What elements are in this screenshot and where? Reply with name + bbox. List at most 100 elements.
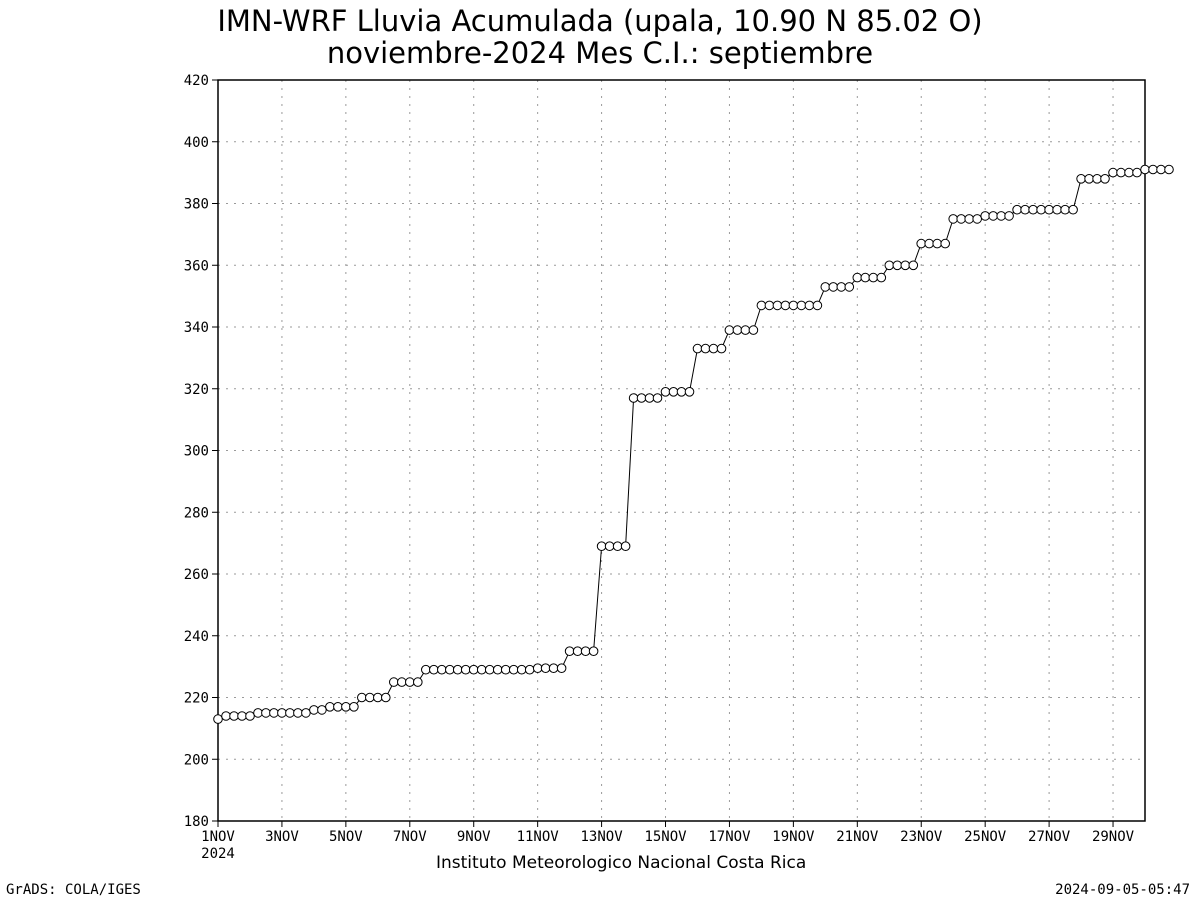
data-point xyxy=(1092,174,1102,184)
data-point xyxy=(644,393,655,403)
data-point xyxy=(269,708,279,718)
data-point xyxy=(1044,204,1054,215)
data-point xyxy=(1068,204,1078,215)
data-point xyxy=(1020,204,1030,215)
data-point xyxy=(972,214,983,224)
data-point xyxy=(253,708,263,718)
y-tick-label: 380 xyxy=(184,197,209,213)
data-point xyxy=(844,282,855,292)
data-point xyxy=(884,260,895,271)
y-tick-label: 360 xyxy=(184,258,209,274)
data-point xyxy=(1004,211,1014,221)
y-tick-label: 340 xyxy=(184,320,209,336)
data-point xyxy=(684,387,695,397)
data-point xyxy=(532,663,543,674)
data-point xyxy=(908,260,919,271)
data-point xyxy=(357,692,367,703)
data-point xyxy=(381,692,391,703)
data-point xyxy=(588,646,599,657)
x-tick-label: 15NOV xyxy=(644,829,687,845)
data-point xyxy=(940,238,951,249)
chart-title: IMN-WRF Lluvia Acumulada (upala, 10.90 N… xyxy=(217,4,983,38)
data-point xyxy=(732,325,743,335)
data-point xyxy=(612,541,623,552)
y-tick-label: 220 xyxy=(184,691,209,707)
data-point xyxy=(1036,204,1046,215)
data-point xyxy=(1084,174,1094,184)
data-point xyxy=(1132,167,1142,178)
data-point xyxy=(820,282,831,292)
timestamp: 2024-09-05-05:47 xyxy=(1055,882,1190,898)
x-tick-label: 11NOV xyxy=(517,829,560,845)
data-point xyxy=(572,646,583,657)
data-point xyxy=(852,272,863,283)
data-point xyxy=(317,705,327,715)
data-point xyxy=(860,272,871,283)
data-point xyxy=(349,702,359,712)
data-point xyxy=(748,325,759,335)
data-point xyxy=(628,393,639,403)
data-point xyxy=(516,664,527,675)
x-tick-label: 17NOV xyxy=(708,829,751,845)
y-tick-label: 320 xyxy=(184,382,209,398)
data-point xyxy=(1116,167,1126,178)
x-tick-label: 5NOV xyxy=(329,829,363,845)
data-point xyxy=(341,702,351,712)
data-point xyxy=(500,664,511,675)
data-point xyxy=(700,343,711,354)
data-point xyxy=(900,260,911,271)
data-point xyxy=(476,664,487,675)
data-point xyxy=(397,677,407,687)
data-point xyxy=(1076,174,1086,184)
data-point xyxy=(237,711,247,721)
data-point xyxy=(365,692,375,703)
data-point xyxy=(556,663,567,674)
x-tick-label: 1NOV xyxy=(201,829,235,845)
data-point xyxy=(309,705,319,715)
data-point xyxy=(796,300,807,311)
x-tick-label: 29NOV xyxy=(1092,829,1135,845)
data-point xyxy=(1108,167,1118,178)
data-point xyxy=(924,238,935,249)
institution-credit: Instituto Meteorologico Nacional Costa R… xyxy=(436,853,807,873)
series-line xyxy=(217,169,1169,720)
data-point xyxy=(604,541,615,552)
data-point xyxy=(325,702,335,712)
data-point xyxy=(301,708,311,718)
data-point xyxy=(892,260,903,271)
y-tick-label: 180 xyxy=(184,814,209,830)
x-tick-label: 3NOV xyxy=(265,829,299,845)
data-point xyxy=(740,325,751,335)
data-point xyxy=(772,300,783,311)
data-point xyxy=(988,211,999,221)
data-point xyxy=(708,343,719,354)
data-point xyxy=(492,664,503,675)
y-tick-label: 240 xyxy=(184,629,209,645)
data-point xyxy=(285,708,295,718)
data-point xyxy=(660,387,671,397)
data-point xyxy=(221,711,231,721)
data-point xyxy=(1028,204,1038,215)
data-point xyxy=(261,708,271,718)
data-point xyxy=(868,272,879,283)
x-tick-label: 27NOV xyxy=(1028,829,1071,845)
data-point xyxy=(245,711,255,721)
data-point xyxy=(468,664,479,675)
y-tick-label: 400 xyxy=(184,135,209,151)
data-point xyxy=(636,393,647,403)
data-point xyxy=(452,664,463,675)
data-point xyxy=(1100,174,1110,184)
data-point xyxy=(580,646,591,657)
y-tick-label: 420 xyxy=(184,73,209,89)
data-point xyxy=(724,325,735,335)
data-point xyxy=(429,664,439,675)
data-point xyxy=(484,664,495,675)
data-point xyxy=(828,282,839,292)
data-point xyxy=(652,393,663,403)
data-point xyxy=(764,300,775,311)
data-point xyxy=(1164,164,1174,175)
y-tick-label: 280 xyxy=(184,505,209,521)
data-point xyxy=(716,343,727,354)
data-point xyxy=(460,664,471,675)
